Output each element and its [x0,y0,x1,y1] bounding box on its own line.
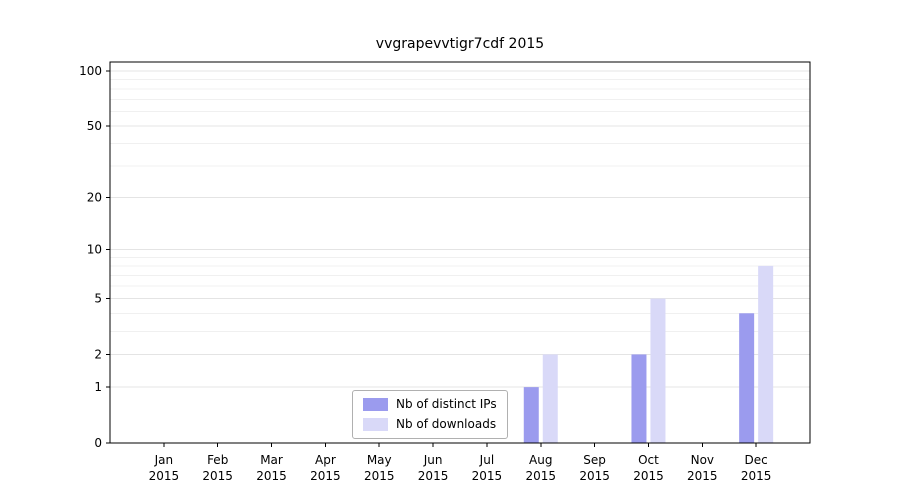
legend-label-downloads: Nb of downloads [396,417,497,432]
y-tick-label: 20 [87,191,102,205]
x-tick-label-month: May [367,453,392,467]
y-tick-label: 5 [94,292,102,306]
bar-nb-of-distinct-ips-Aug [523,387,539,443]
y-tick-label: 0 [94,436,102,450]
bar-nb-of-distinct-ips-Dec [739,313,755,443]
x-tick-label-year: 2015 [633,469,664,483]
y-tick-label: 1 [94,380,102,394]
x-tick-label-year: 2015 [687,469,718,483]
legend-item-distinct-ips: Nb of distinct IPs [363,397,497,412]
x-tick-label-year: 2015 [418,469,449,483]
x-tick-label-month: Sep [583,453,606,467]
x-tick-label-month: Mar [260,453,283,467]
x-tick-label-year: 2015 [741,469,772,483]
y-tick-label: 50 [87,119,102,133]
x-tick-label-month: Dec [745,453,768,467]
x-tick-label-year: 2015 [256,469,287,483]
bar-nb-of-downloads-Oct [650,298,666,443]
y-tick-label: 2 [94,347,102,361]
x-tick-label-month: Apr [315,453,336,467]
bar-nb-of-downloads-Dec [758,265,774,443]
y-tick-label: 100 [79,64,102,78]
legend-swatch-distinct-ips-icon [363,398,388,412]
legend: Nb of distinct IPs Nb of downloads [352,390,508,440]
bar-nb-of-distinct-ips-Oct [631,354,647,443]
bar-nb-of-downloads-Aug [542,354,558,443]
x-tick-label-year: 2015 [579,469,610,483]
x-tick-label-year: 2015 [364,469,395,483]
legend-label-distinct-ips: Nb of distinct IPs [396,397,497,411]
x-tick-label-month: Jun [423,453,443,467]
x-tick-label-year: 2015 [310,469,341,483]
x-tick-label-month: Oct [638,453,659,467]
legend-swatch-downloads-icon [363,418,388,432]
y-tick-label: 10 [87,243,102,257]
x-tick-label-year: 2015 [525,469,556,483]
x-tick-label-year: 2015 [202,469,233,483]
x-tick-label-year: 2015 [472,469,503,483]
x-tick-label-month: Aug [529,453,552,467]
chart-title: vvgrapevvtigr7cdf 2015 [375,36,545,52]
x-tick-label-year: 2015 [149,469,180,483]
x-tick-label-month: Nov [691,453,714,467]
x-tick-label-month: Feb [207,453,228,467]
x-tick-label-month: Jul [479,453,494,467]
legend-item-downloads: Nb of downloads [363,417,497,432]
x-tick-label-month: Jan [154,453,174,467]
axes-spines [109,61,811,444]
